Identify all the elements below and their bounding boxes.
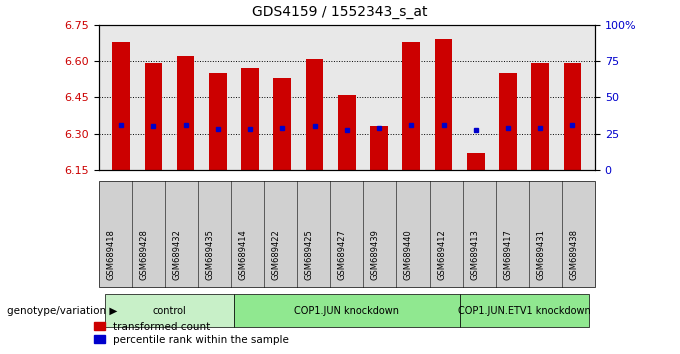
Text: GSM689439: GSM689439 — [371, 229, 380, 280]
Bar — [564, 63, 581, 170]
Bar — [241, 68, 259, 170]
Text: GSM689414: GSM689414 — [239, 229, 248, 280]
Text: COP1.JUN.ETV1 knockdown: COP1.JUN.ETV1 knockdown — [458, 306, 590, 316]
Text: GSM689431: GSM689431 — [537, 229, 545, 280]
Text: GSM689413: GSM689413 — [470, 229, 479, 280]
Bar — [209, 73, 226, 170]
Bar — [370, 126, 388, 170]
Text: GSM689440: GSM689440 — [404, 229, 413, 280]
Text: GSM689428: GSM689428 — [139, 229, 148, 280]
Bar — [145, 63, 163, 170]
Text: GSM689438: GSM689438 — [569, 229, 579, 280]
Bar — [306, 59, 324, 170]
Text: GSM689425: GSM689425 — [305, 229, 313, 280]
Text: GSM689412: GSM689412 — [437, 229, 446, 280]
Text: GSM689418: GSM689418 — [106, 229, 115, 280]
Bar — [467, 153, 485, 170]
Text: GSM689427: GSM689427 — [338, 229, 347, 280]
Bar — [112, 42, 130, 170]
Bar — [338, 95, 356, 170]
Text: GSM689435: GSM689435 — [205, 229, 214, 280]
Text: GDS4159 / 1552343_s_at: GDS4159 / 1552343_s_at — [252, 5, 428, 19]
Text: GSM689432: GSM689432 — [172, 229, 182, 280]
Text: GSM689422: GSM689422 — [271, 229, 281, 280]
Bar — [403, 42, 420, 170]
Bar — [435, 39, 452, 170]
Legend: transformed count, percentile rank within the sample: transformed count, percentile rank withi… — [90, 317, 293, 349]
Text: control: control — [152, 306, 186, 316]
Text: genotype/variation ▶: genotype/variation ▶ — [7, 306, 117, 316]
Bar — [499, 73, 517, 170]
Bar — [531, 63, 549, 170]
Text: COP1.JUN knockdown: COP1.JUN knockdown — [294, 306, 399, 316]
Bar — [273, 78, 291, 170]
Text: GSM689417: GSM689417 — [503, 229, 512, 280]
Bar — [177, 56, 194, 170]
